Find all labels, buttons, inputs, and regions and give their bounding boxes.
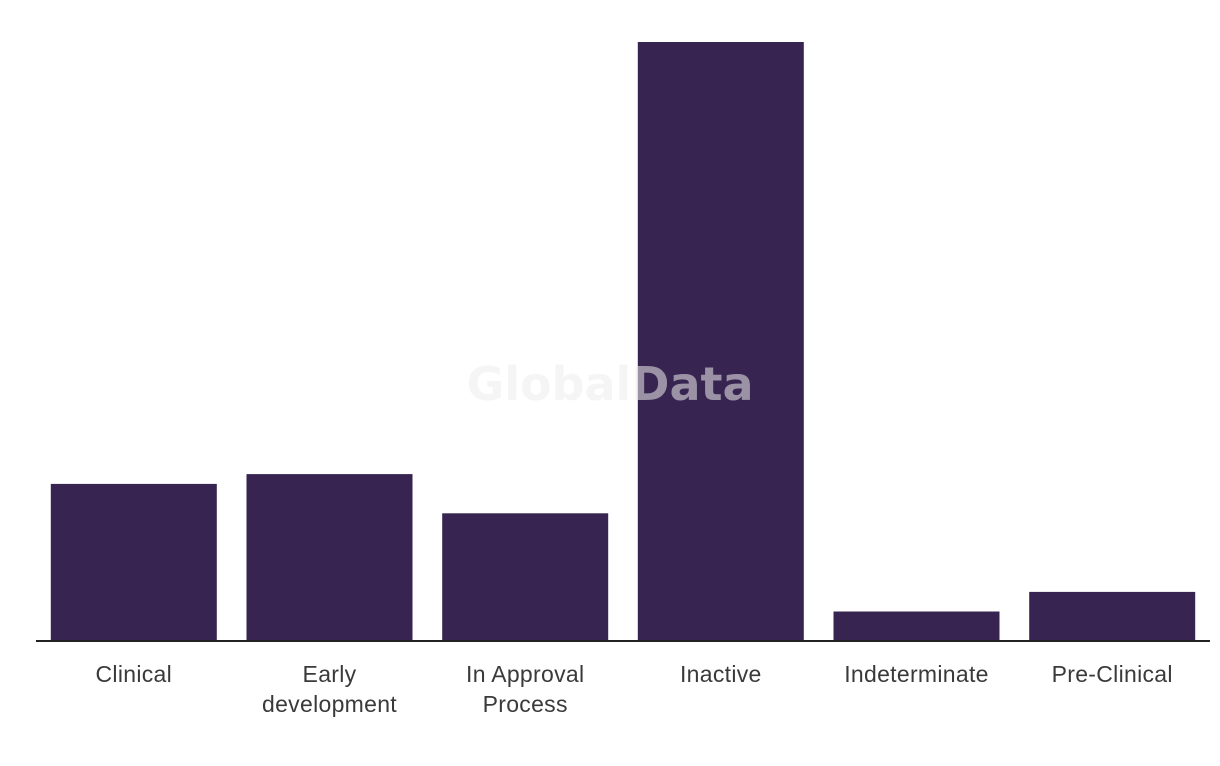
category-label: Clinical bbox=[96, 661, 173, 687]
bar-in-approval-process bbox=[442, 513, 609, 641]
category-label: Inactive bbox=[680, 661, 762, 687]
category-label: Pre-Clinical bbox=[1052, 661, 1173, 687]
bar-pre-clinical bbox=[1029, 591, 1196, 641]
category-label-line: Indeterminate bbox=[844, 661, 989, 687]
bar-clinical bbox=[50, 483, 217, 641]
bar-inactive bbox=[637, 42, 804, 641]
bar-indeterminate bbox=[833, 611, 1000, 641]
category-label-line: Early bbox=[303, 661, 357, 687]
category-label-line: Clinical bbox=[96, 661, 173, 687]
bars-group bbox=[50, 42, 1196, 641]
category-label-line: Process bbox=[483, 691, 568, 717]
category-label-line: Pre-Clinical bbox=[1052, 661, 1173, 687]
category-label: Early development bbox=[262, 661, 397, 717]
category-label-line: Inactive bbox=[680, 661, 762, 687]
category-labels-group: Clinical Early development In Approval Proce… bbox=[96, 661, 1173, 717]
category-label-line: In Approval bbox=[466, 661, 584, 687]
category-label: In Approval Process bbox=[466, 661, 584, 717]
category-label-line: development bbox=[262, 691, 397, 717]
category-label: Indeterminate bbox=[844, 661, 989, 687]
bar-early-development bbox=[246, 474, 413, 641]
watermark-logo: GlobalData bbox=[466, 357, 753, 411]
